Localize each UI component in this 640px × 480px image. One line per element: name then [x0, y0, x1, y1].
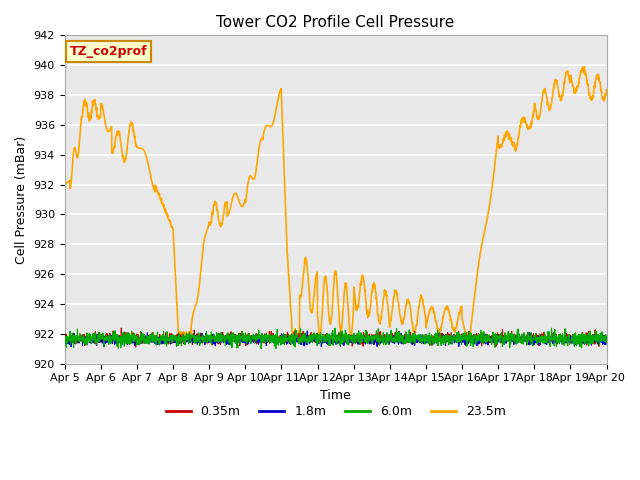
- Legend: 0.35m, 1.8m, 6.0m, 23.5m: 0.35m, 1.8m, 6.0m, 23.5m: [161, 400, 511, 423]
- Y-axis label: Cell Pressure (mBar): Cell Pressure (mBar): [15, 135, 28, 264]
- Text: TZ_co2prof: TZ_co2prof: [70, 45, 148, 58]
- Title: Tower CO2 Profile Cell Pressure: Tower CO2 Profile Cell Pressure: [216, 15, 455, 30]
- X-axis label: Time: Time: [320, 389, 351, 402]
